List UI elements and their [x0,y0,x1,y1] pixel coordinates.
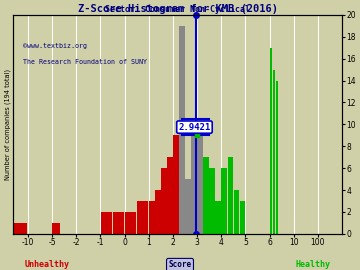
Text: Unhealthy: Unhealthy [24,260,69,269]
Text: Score: Score [168,260,192,269]
Bar [215,201,221,234]
Bar [113,212,124,234]
Bar [228,157,233,234]
Bar [276,81,279,234]
Bar [155,190,161,234]
Bar [210,168,215,234]
Bar [203,157,209,234]
Y-axis label: Number of companies (194 total): Number of companies (194 total) [4,69,11,180]
Text: Sector: Consumer Non-Cyclical: Sector: Consumer Non-Cyclical [105,5,250,14]
Bar [221,168,227,234]
Title: Z-Score Histogram for KMB (2016): Z-Score Histogram for KMB (2016) [78,4,278,14]
Bar [137,201,148,234]
Bar [197,135,203,234]
Text: ©www.textbiz.org: ©www.textbiz.org [23,43,87,49]
Bar [101,212,112,234]
Bar [149,201,154,234]
Bar [125,212,136,234]
Bar [240,201,245,234]
Bar [173,135,179,234]
Bar [191,135,197,234]
Bar [185,179,191,234]
Bar [179,26,185,234]
Bar [53,223,60,234]
Text: 2.9421: 2.9421 [178,123,211,131]
Bar [167,157,173,234]
Text: The Research Foundation of SUNY: The Research Foundation of SUNY [23,59,147,65]
Bar [234,190,239,234]
Text: Healthy: Healthy [296,260,331,269]
Bar [273,70,275,234]
Bar [5,223,27,234]
Bar [161,168,167,234]
Bar [270,48,273,234]
